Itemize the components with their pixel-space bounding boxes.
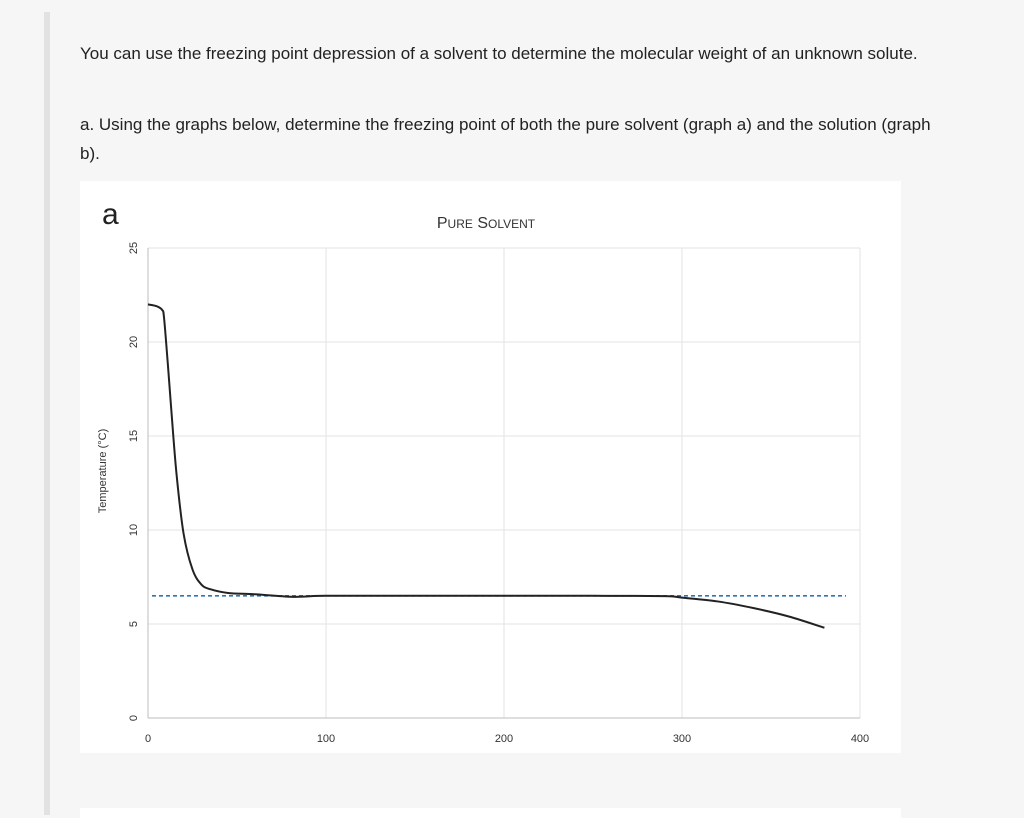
y-axis-label: Temperature (°C) xyxy=(97,429,109,513)
x-tick-label: 200 xyxy=(495,733,513,745)
y-tick-label: 10 xyxy=(128,524,140,536)
question-a-text: a. Using the graphs below, determine the… xyxy=(80,115,931,163)
grid-lines xyxy=(148,247,861,718)
intro-text: You can use the freezing point depressio… xyxy=(80,44,918,63)
x-tick-label: 100 xyxy=(317,733,335,745)
panel-label: a xyxy=(102,198,119,231)
y-tick-label: 25 xyxy=(128,242,140,254)
y-tick-label: 0 xyxy=(128,715,140,721)
next-chart-card xyxy=(80,808,901,818)
y-tick-label: 5 xyxy=(128,621,140,627)
left-accent-bar xyxy=(44,12,50,815)
x-tick-label: 400 xyxy=(851,733,869,745)
y-tick-label: 15 xyxy=(128,430,140,442)
x-tick-label: 0 xyxy=(145,733,151,745)
chart-title: PURE SOLVENT xyxy=(437,215,536,232)
x-tick-label: 300 xyxy=(673,733,691,745)
y-tick-label: 20 xyxy=(128,336,140,348)
chart-card: a PURE SOLVENT Temperature (°C) 0 5 10 15 20… xyxy=(80,181,901,753)
tick-labels: 0 5 10 15 20 25 0 100 200 300 400 xyxy=(128,242,869,745)
freezing-curve-chart: a PURE SOLVENT Temperature (°C) 0 5 10 15 20… xyxy=(97,198,869,745)
axes xyxy=(147,248,860,719)
series-group xyxy=(147,303,825,629)
cooling-curve-line xyxy=(147,303,825,629)
